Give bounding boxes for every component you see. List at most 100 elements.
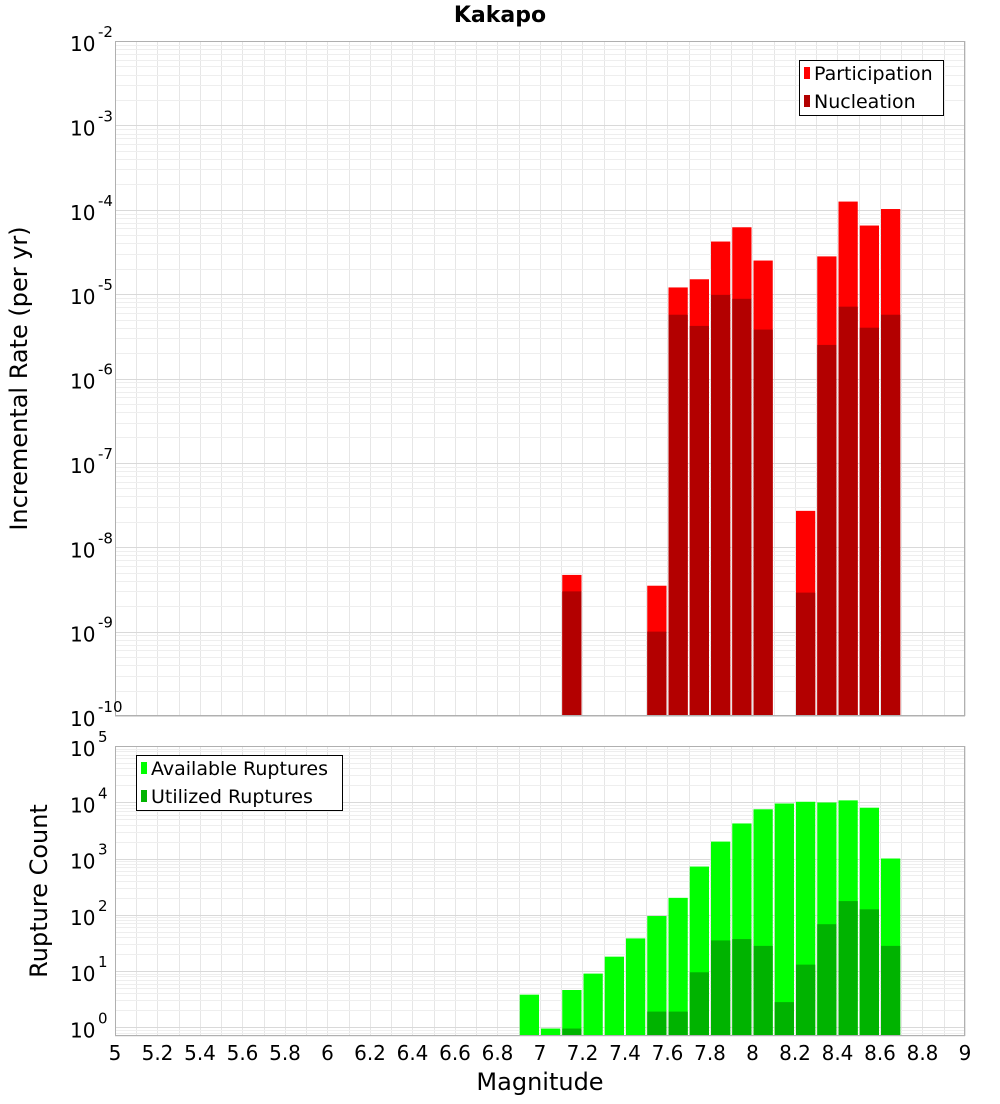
chart2-ytick-5: 10 4 <box>70 784 108 817</box>
chart1-ytick-base: 10 <box>70 116 95 140</box>
chart1-ytick-base: 10 <box>70 454 95 478</box>
chart1-bar-2-11 <box>859 327 879 716</box>
chart2-xtick-14: 7.6 <box>652 1041 684 1065</box>
chart2-bar-2-7 <box>753 945 773 1036</box>
chart2-ytick-exp: 0 <box>98 1009 108 1027</box>
chart1-legend: Participation Nucleation <box>799 60 944 116</box>
chart2-xtick-15: 7.8 <box>694 1041 726 1065</box>
chart1-ytick-exp: -7 <box>98 445 113 463</box>
chart2-legend-label-1: Available Ruptures <box>151 758 328 780</box>
chart2-bar-2-9 <box>796 964 816 1036</box>
chart1-ytick-base: 10 <box>70 623 95 647</box>
chart1-legend-label-1: Participation <box>814 63 933 85</box>
chart2-ytick-base: 10 <box>70 737 95 761</box>
chart1-legend-box <box>799 60 944 116</box>
chart2-bar-1-13 <box>774 803 794 1036</box>
chart2-bar-1-1 <box>519 994 539 1036</box>
chart1-frame <box>115 41 965 716</box>
chart1-ytick-exp: -6 <box>98 361 113 379</box>
chart1-ytick-exp: -8 <box>98 529 113 547</box>
chart1-legend-swatch-1 <box>804 67 810 79</box>
chart2-bar-2-8 <box>774 1002 794 1036</box>
chart2-ytick-exp: 1 <box>98 953 108 971</box>
chart2-bar-1-2 <box>541 1028 561 1036</box>
chart1-ytick-base: 10 <box>70 538 95 562</box>
chart2-legend-box <box>136 755 343 811</box>
chart2-ytick-6: 10 5 <box>70 728 108 761</box>
chart1-ytick-exp: -2 <box>98 23 113 41</box>
chart2-ylabel: Rupture Count <box>25 804 53 978</box>
chart2-xtick-5: 5.8 <box>269 1041 301 1065</box>
chart2-ytick-base: 10 <box>70 850 95 874</box>
chart2-legend-swatch-1 <box>141 762 147 774</box>
chart1-ytick-1: 10 -10 <box>70 698 123 731</box>
chart2-ytick-exp: 2 <box>98 897 108 915</box>
chart1-ytick-exp: -9 <box>98 614 113 632</box>
chart2-xtick-2: 5.2 <box>142 1041 174 1065</box>
chart2-bar-2-6 <box>732 939 752 1036</box>
chart1-bar-2-4 <box>689 325 709 716</box>
chart2-xtick-17: 8.2 <box>779 1041 811 1065</box>
chart1-bar-2-8 <box>796 592 816 716</box>
chart2-bar-1-3 <box>562 990 582 1036</box>
chart1-ytick-5: 10 -6 <box>70 361 113 394</box>
chart2-bar-1-5 <box>604 956 624 1036</box>
chart1-bar-2-2 <box>647 631 667 716</box>
chart2-bar-1-4 <box>583 973 603 1036</box>
chart2-xtick-6: 6 <box>321 1041 334 1065</box>
chart2-bar-1-6 <box>626 938 646 1036</box>
chart2-ytick-4: 10 3 <box>70 841 108 874</box>
chart1-legend-swatch-2 <box>804 95 810 107</box>
chart2-xtick-21: 9 <box>959 1041 972 1065</box>
chart2-ytick-base: 10 <box>70 962 95 986</box>
chart1-bar-2-5 <box>711 294 731 716</box>
chart2-bar-2-5 <box>711 940 731 1036</box>
chart2-bar-2-1 <box>562 1028 582 1036</box>
chart2-bar-2-13 <box>881 945 901 1036</box>
chart2-xtick-20: 8.8 <box>907 1041 939 1065</box>
chart1-ytick-base: 10 <box>70 32 95 56</box>
chart1-legend-label-2: Nucleation <box>814 91 916 113</box>
chart2-xtick-10: 6.8 <box>482 1041 514 1065</box>
chart2-bar-2-4 <box>689 972 709 1036</box>
chart2-xtick-19: 8.6 <box>864 1041 896 1065</box>
chart2-ytick-base: 10 <box>70 906 95 930</box>
chart2-ytick-exp: 4 <box>98 784 108 802</box>
chart2-xtick-3: 5.4 <box>184 1041 216 1065</box>
chart1-ytick-exp: -4 <box>98 192 113 210</box>
chart2-bar-2-11 <box>838 901 858 1036</box>
chart2-series-2 <box>562 901 901 1036</box>
chart1-ytick-3: 10 -8 <box>70 529 113 562</box>
chart1-bar-2-12 <box>881 314 901 716</box>
chart1-ytick-base: 10 <box>70 707 95 731</box>
chart1-bar-2-10 <box>838 306 858 716</box>
chart2-bar-2-12 <box>859 909 879 1036</box>
chart1-title: Kakapo <box>454 3 546 28</box>
chart2-legend: Available Ruptures Utilized Ruptures <box>136 755 343 811</box>
chart1-ytick-exp: -10 <box>98 698 123 716</box>
chart2-xtick-12: 7.2 <box>567 1041 599 1065</box>
chart2-xtick-4: 5.6 <box>227 1041 259 1065</box>
chart2-xtick-1: 5 <box>109 1041 122 1065</box>
chart2-bar-2-3 <box>668 1011 688 1036</box>
chart1-bar-2-3 <box>668 314 688 716</box>
chart1-ytick-4: 10 -7 <box>70 445 113 478</box>
chart1-series-2 <box>562 294 901 716</box>
chart1-ytick-6: 10 -5 <box>70 276 113 309</box>
chart2-ytick-1: 10 0 <box>70 1009 108 1042</box>
chart1-ytick-8: 10 -3 <box>70 107 113 140</box>
chart2-ytick-exp: 3 <box>98 841 108 859</box>
chart2-bar-2-10 <box>817 924 837 1036</box>
chart2-xlabel: Magnitude <box>476 1068 603 1096</box>
chart2-xtick-13: 7.4 <box>609 1041 641 1065</box>
chart1-ytick-9: 10 -2 <box>70 23 113 56</box>
chart1-bar-2-6 <box>732 298 752 716</box>
chart1-bar-2-7 <box>753 329 773 716</box>
chart1-ytick-base: 10 <box>70 370 95 394</box>
chart2-ytick-exp: 5 <box>98 728 108 746</box>
chart2-frame <box>115 746 965 1036</box>
chart2-bar-1-8 <box>668 897 688 1036</box>
chart2-xtick-11: 7 <box>534 1041 547 1065</box>
